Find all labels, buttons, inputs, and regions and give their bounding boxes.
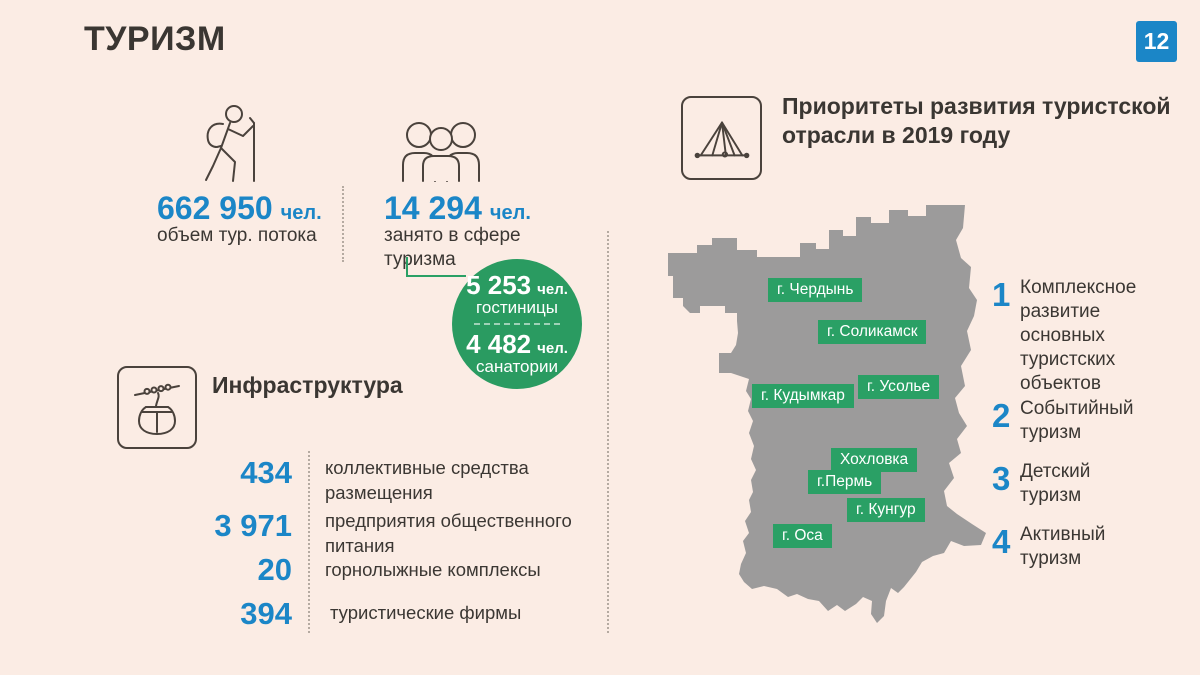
map-label-solikamsk: г. Соликамск (818, 320, 927, 344)
tent-icon (694, 121, 749, 159)
tourist-flow-unit: чел. (280, 202, 322, 224)
hotels-unit: чел. (537, 280, 568, 298)
map-label-usolye: г. Усолье (858, 375, 940, 399)
map-label-khokhlovka: Хохловка (831, 448, 918, 472)
employment-value: 14 294 (384, 190, 482, 226)
sanatoriums-value: 4 482 (466, 328, 532, 359)
infrastructure-value-2: 20 (257, 552, 292, 587)
employment-unit: чел. (489, 202, 531, 224)
hotels-label: гостиницы (476, 297, 558, 317)
employment-label: занято в сфере туризма (384, 225, 521, 270)
infrastructure-value-3: 394 (240, 596, 292, 631)
map-label-osa: г. Оса (773, 524, 832, 548)
map-label-kungur: г. Кунгур (847, 498, 925, 522)
priority-number-2: 2 (992, 397, 1011, 434)
priority-number-3: 3 (992, 460, 1011, 497)
hotels-value: 5 253 (466, 269, 532, 300)
people-icon (402, 122, 480, 182)
tent-icon-box (681, 96, 762, 180)
priorities-heading: Приоритеты развития туристской отрасли в… (782, 93, 1171, 148)
map-label-perm: г.Пермь (808, 470, 882, 494)
circle-divider (474, 322, 560, 325)
cable-car-icon-box (117, 366, 197, 449)
priority-label-4: Активный туризм (1020, 524, 1106, 569)
accommodation-circle: 5 253 чел. гостиницы 4 482 чел. санатории (452, 259, 582, 389)
circle-connector-vertical (406, 257, 408, 277)
infrastructure-heading: Инфраструктура (212, 372, 403, 398)
sanatoriums-label: санатории (476, 356, 558, 376)
priority-label-2: Событийный туризм (1020, 398, 1134, 443)
tourist-flow-value: 662 950 (157, 190, 273, 226)
page-title: ТУРИЗМ (84, 20, 226, 58)
infrastructure-label-3: туристические фирмы (330, 602, 522, 623)
divider-stats (342, 186, 344, 262)
infrastructure-value-0: 434 (240, 455, 292, 490)
hiker-icon (205, 105, 255, 182)
divider-infrastructure (308, 451, 310, 633)
tourist-flow-label: объем тур. потока (157, 225, 317, 246)
cable-car-icon (134, 383, 180, 435)
priority-number-4: 4 (992, 523, 1011, 560)
infrastructure-label-0: коллективные средства размещения (325, 457, 529, 503)
sanatoriums-unit: чел. (537, 339, 568, 357)
circle-connector-horizontal (406, 275, 466, 277)
page-number-badge: 12 (1136, 21, 1177, 62)
priority-number-1: 1 (992, 276, 1011, 313)
region-map (668, 205, 986, 623)
priority-label-1: Комплексное развитие основных туристских… (1020, 277, 1137, 394)
infrastructure-label-1: предприятия общественного питания (325, 510, 572, 556)
divider-main (607, 231, 609, 633)
infrastructure-label-2: горнолыжные комплексы (325, 559, 541, 580)
priority-label-3: Детский туризм (1020, 461, 1091, 506)
infrastructure-value-1: 3 971 (214, 508, 292, 543)
map-label-cherdyn: г. Чердынь (768, 278, 863, 302)
tourist-flow-stat: 662 950 чел. объем тур. потока (157, 192, 322, 248)
map-label-kudymkar: г. Кудымкар (752, 384, 854, 408)
employment-stat: 14 294 чел. занято в сфере туризма (384, 192, 554, 272)
